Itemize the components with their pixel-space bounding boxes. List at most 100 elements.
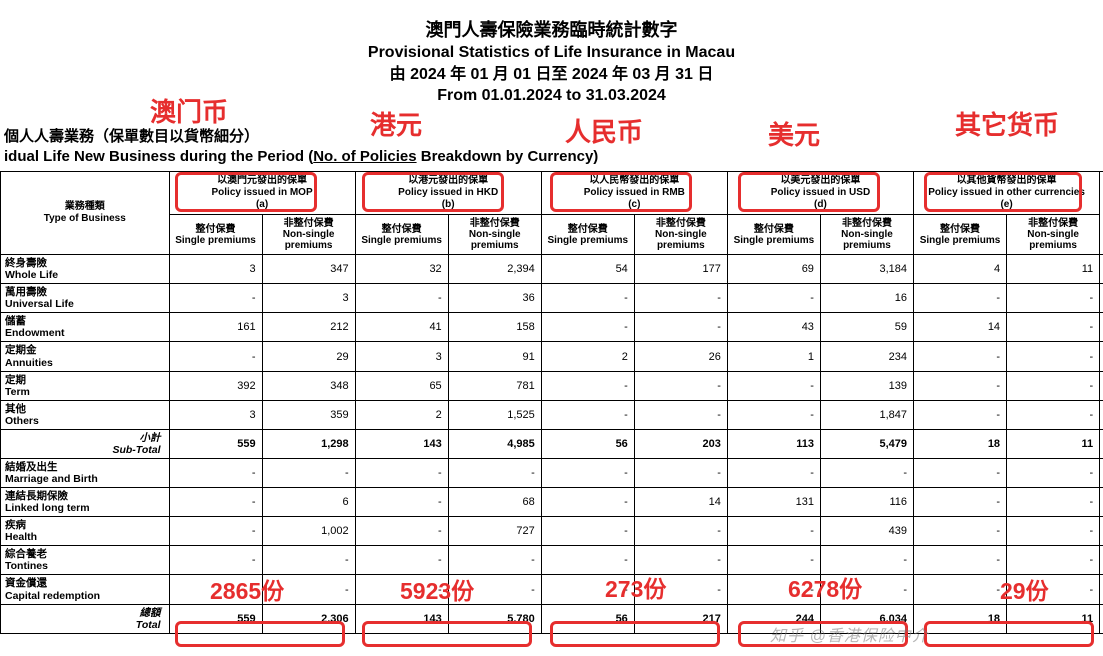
cell: - [169,342,262,371]
sub-col-header: 非整付保費Non-single premiums [634,215,727,255]
period-cn: 由 2024 年 01 月 01 日至 2024 年 03 月 31 日 [0,64,1103,86]
cell: - [169,517,262,546]
table-row: 定期Term39234865781---139-- [1,371,1103,400]
annotation-currency-label: 人民币 [565,112,643,149]
cell: 2 [541,342,634,371]
annotation-currency-label: 港元 [370,105,422,142]
cell: 131 [727,488,820,517]
cell: 1,002 [262,517,355,546]
table-row: 結婚及出生Marriage and Birth---------- [1,458,1103,487]
cell: - [541,313,634,342]
cell: - [820,458,913,487]
cell: - [914,546,1007,575]
cell: - [1007,371,1100,400]
cell: 5,479 [820,429,913,458]
cell: - [541,371,634,400]
cell: 212 [262,313,355,342]
cell: 41 [355,313,448,342]
cell: - [727,371,820,400]
table-row: 儲蓄Endowment16121241158--435914- [1,313,1103,342]
cell: 11 [1007,255,1100,284]
cell: - [169,488,262,517]
row-label: 總額Total [1,604,170,633]
cell: - [914,342,1007,371]
annotation-box [924,621,1094,647]
sub-col-header: 整付保費Single premiums [541,215,634,255]
cell: - [1007,342,1100,371]
cell: 359 [262,400,355,429]
cell: 347 [262,255,355,284]
cell: - [169,546,262,575]
cell: 32 [355,255,448,284]
table-row: 其他Others335921,525---1,847-- [1,400,1103,429]
cell: - [727,400,820,429]
cell: 43 [727,313,820,342]
cell: 3 [262,284,355,313]
cell: - [634,313,727,342]
cell: 4,985 [448,429,541,458]
cell: 392 [169,371,262,400]
annotation-box [550,172,692,212]
policy-table: 業務種類 Type of Business 以澳門元發出的保單Policy is… [0,171,1103,634]
cell: - [914,488,1007,517]
cell: 1 [727,342,820,371]
cell: 2 [355,400,448,429]
cell: 69 [727,255,820,284]
row-label: 小計Sub-Total [1,429,170,458]
cell: 18 [914,429,1007,458]
cell: 14 [634,488,727,517]
sub-col-header: 整付保費Single premiums [914,215,1007,255]
cell: 559 [169,429,262,458]
row-label: 連結長期保險Linked long term [1,488,170,517]
cell: 139 [820,371,913,400]
annotation-box [738,172,880,212]
cell: - [1007,488,1100,517]
table-row: 定期金Annuities-293912261234-- [1,342,1103,371]
sub-col-header: 整付保費Single premiums [355,215,448,255]
row-label: 定期Term [1,371,170,400]
cell: 26 [634,342,727,371]
annotation-currency-label: 其它货币 [955,105,1059,142]
cell: 59 [820,313,913,342]
table-row: 小計Sub-Total5591,2981434,985562031135,479… [1,429,1103,458]
table-row: 連結長期保險Linked long term-6-68-14131116-- [1,488,1103,517]
cell: - [448,458,541,487]
cell: 36 [448,284,541,313]
cell: 3,184 [820,255,913,284]
cell: - [541,400,634,429]
cell: 439 [820,517,913,546]
row-label: 其他Others [1,400,170,429]
cell: - [169,284,262,313]
annotation-box [362,172,504,212]
cell: 16 [820,284,913,313]
cell: - [1007,313,1100,342]
table-body: 終身壽險Whole Life3347322,39454177693,184411… [1,255,1103,634]
annotation-count-label: 6278份 [788,570,862,604]
cell: - [541,458,634,487]
cell: 56 [541,429,634,458]
cell: - [541,284,634,313]
cell: - [914,371,1007,400]
cell: - [541,517,634,546]
col-extra: S [1100,172,1103,255]
sub-col-header: 整付保費Single premiums [727,215,820,255]
table-row: 疾病Health-1,002-727---439-- [1,517,1103,546]
cell: - [914,517,1007,546]
cell: - [448,546,541,575]
cell: 11 [1007,429,1100,458]
cell: 1,298 [262,429,355,458]
cell: 29 [262,342,355,371]
cell: - [914,575,1007,604]
cell: 348 [262,371,355,400]
cell: 6 [262,488,355,517]
annotation-currency-label: 美元 [768,115,820,152]
cell: 116 [820,488,913,517]
cell: 3 [355,342,448,371]
cell: 65 [355,371,448,400]
cell: - [355,458,448,487]
annotation-count-label: 2865份 [210,572,284,606]
annotation-currency-label: 澳门币 [150,92,228,129]
row-label: 儲蓄Endowment [1,313,170,342]
annotation-count-label: 273份 [605,570,666,604]
cell: - [727,458,820,487]
